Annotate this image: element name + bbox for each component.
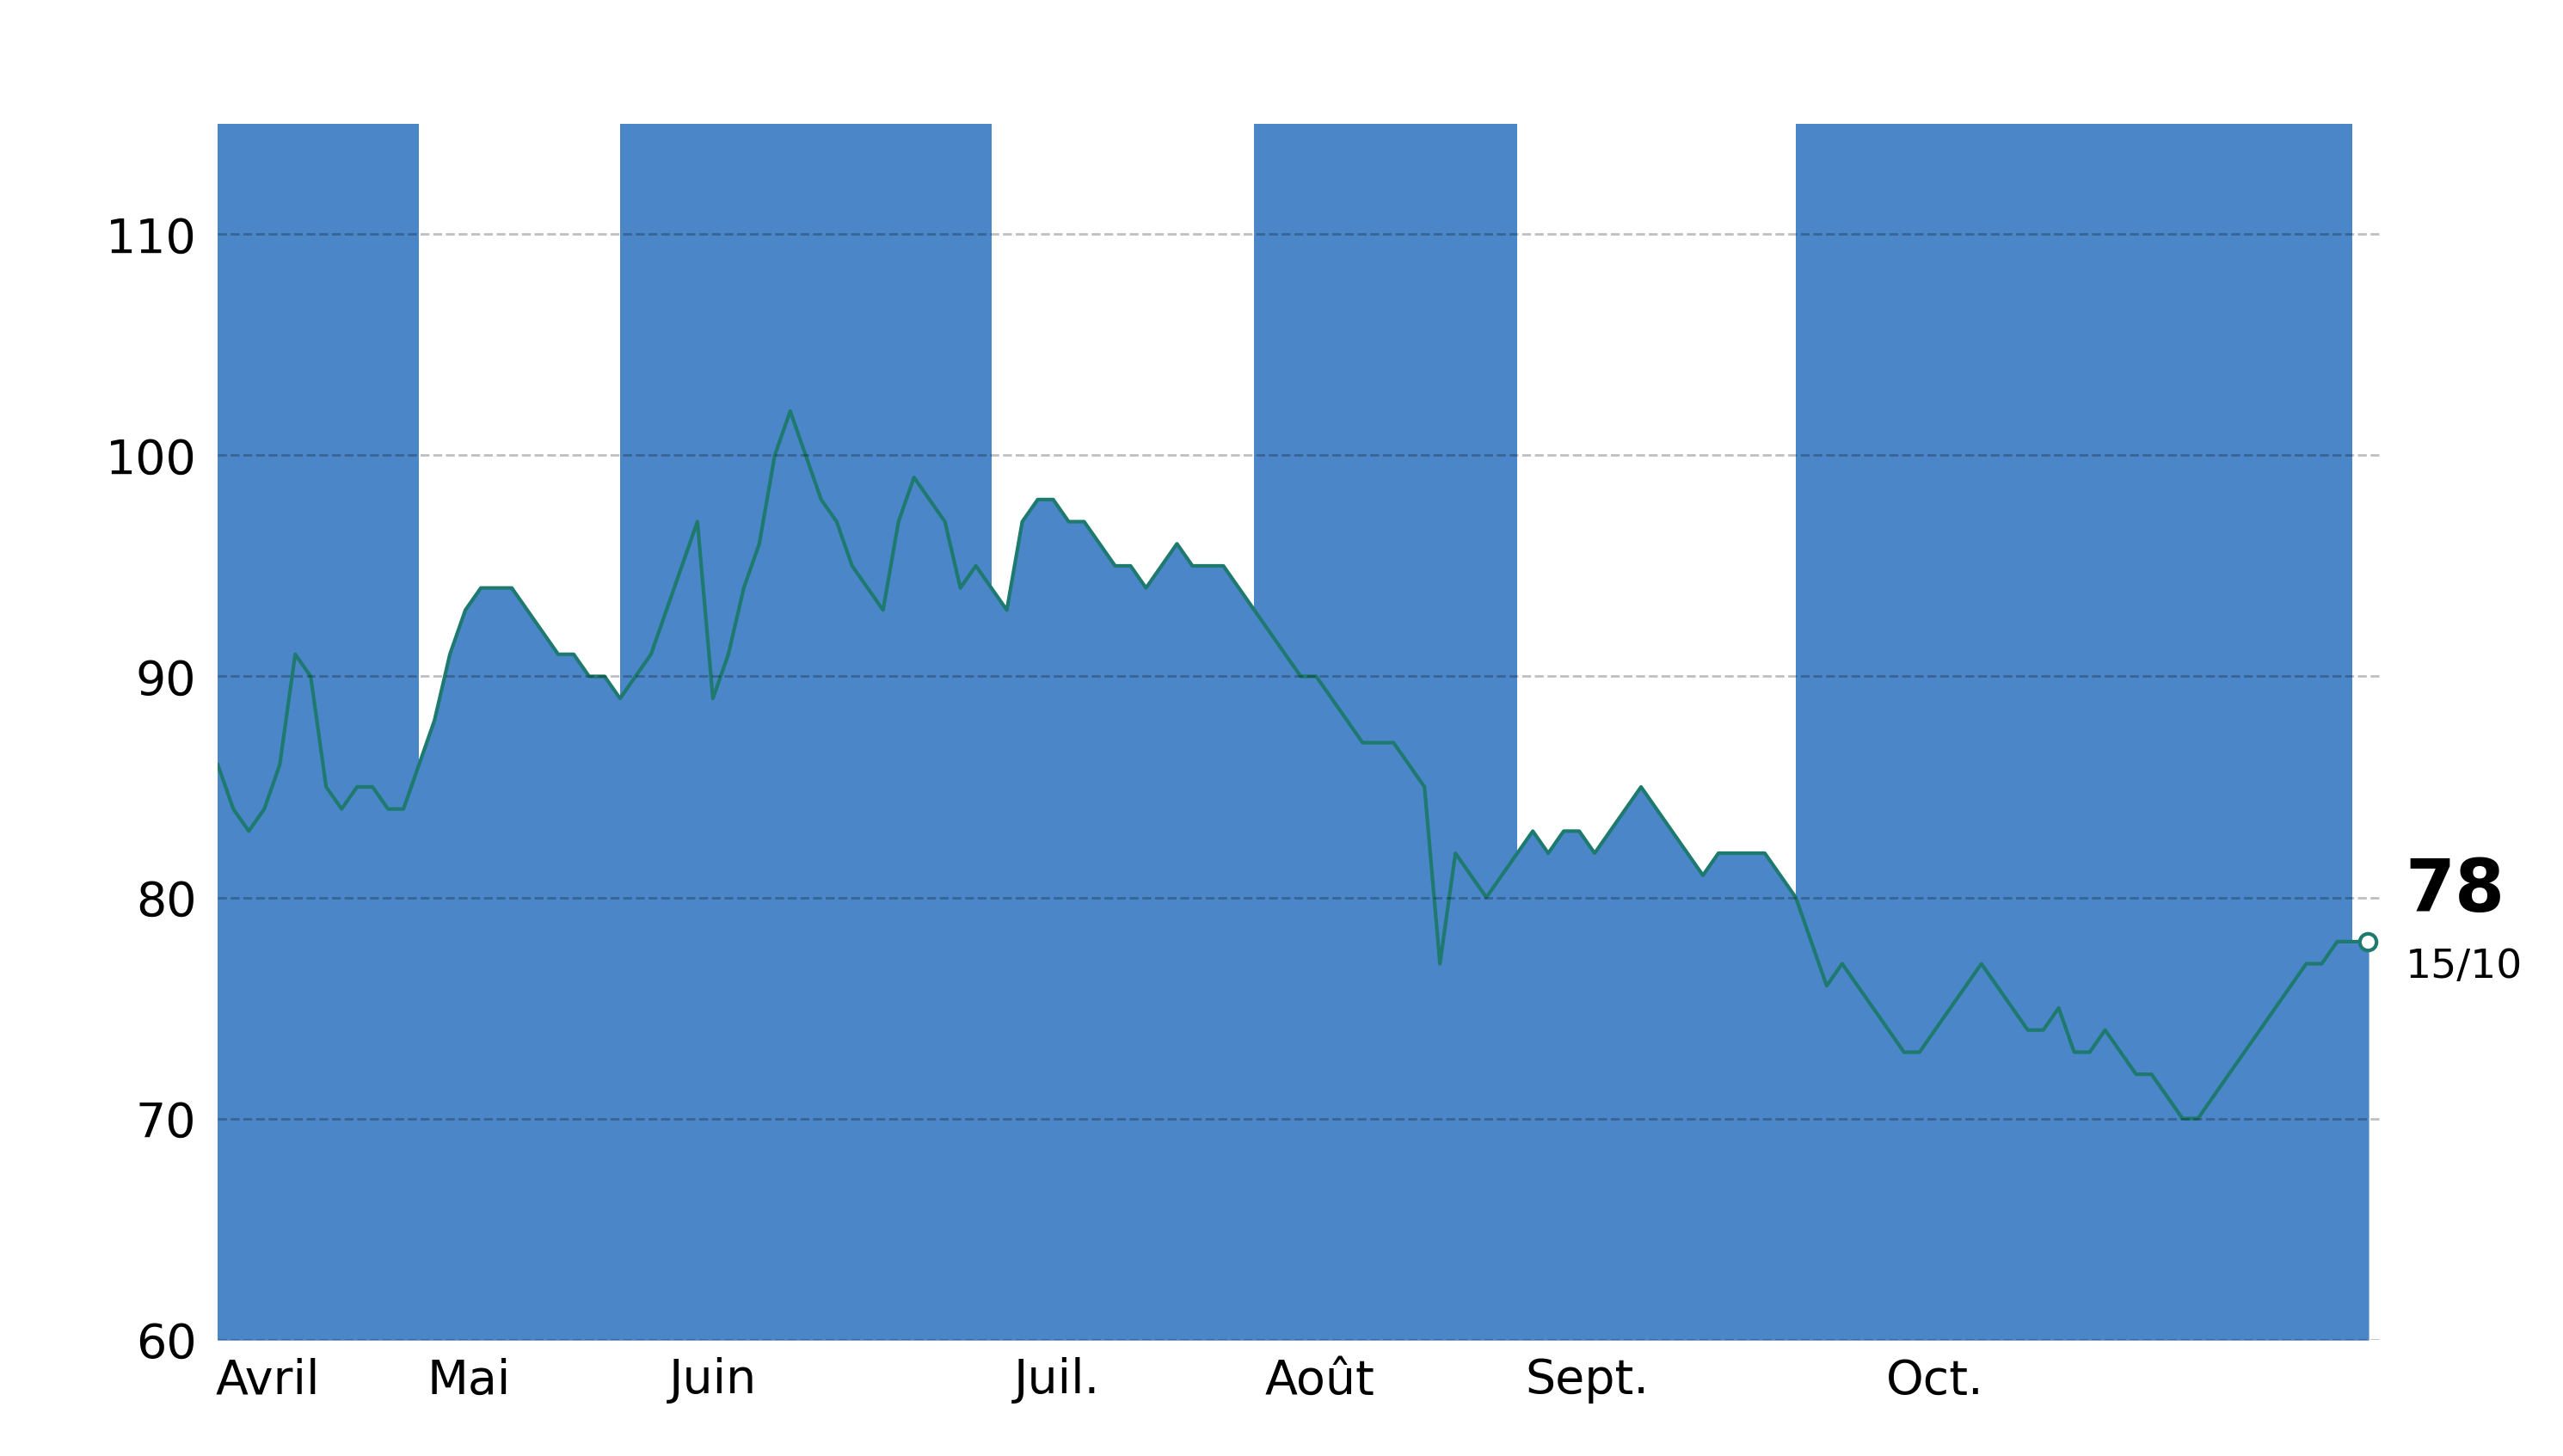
Bar xyxy=(1797,124,2353,1340)
Text: Genel Energy PLC: Genel Energy PLC xyxy=(805,9,1758,100)
Bar xyxy=(620,124,992,1340)
Bar xyxy=(218,124,418,1340)
Text: 15/10: 15/10 xyxy=(2404,948,2522,987)
Bar xyxy=(1253,124,1517,1340)
Text: 78: 78 xyxy=(2404,856,2504,926)
